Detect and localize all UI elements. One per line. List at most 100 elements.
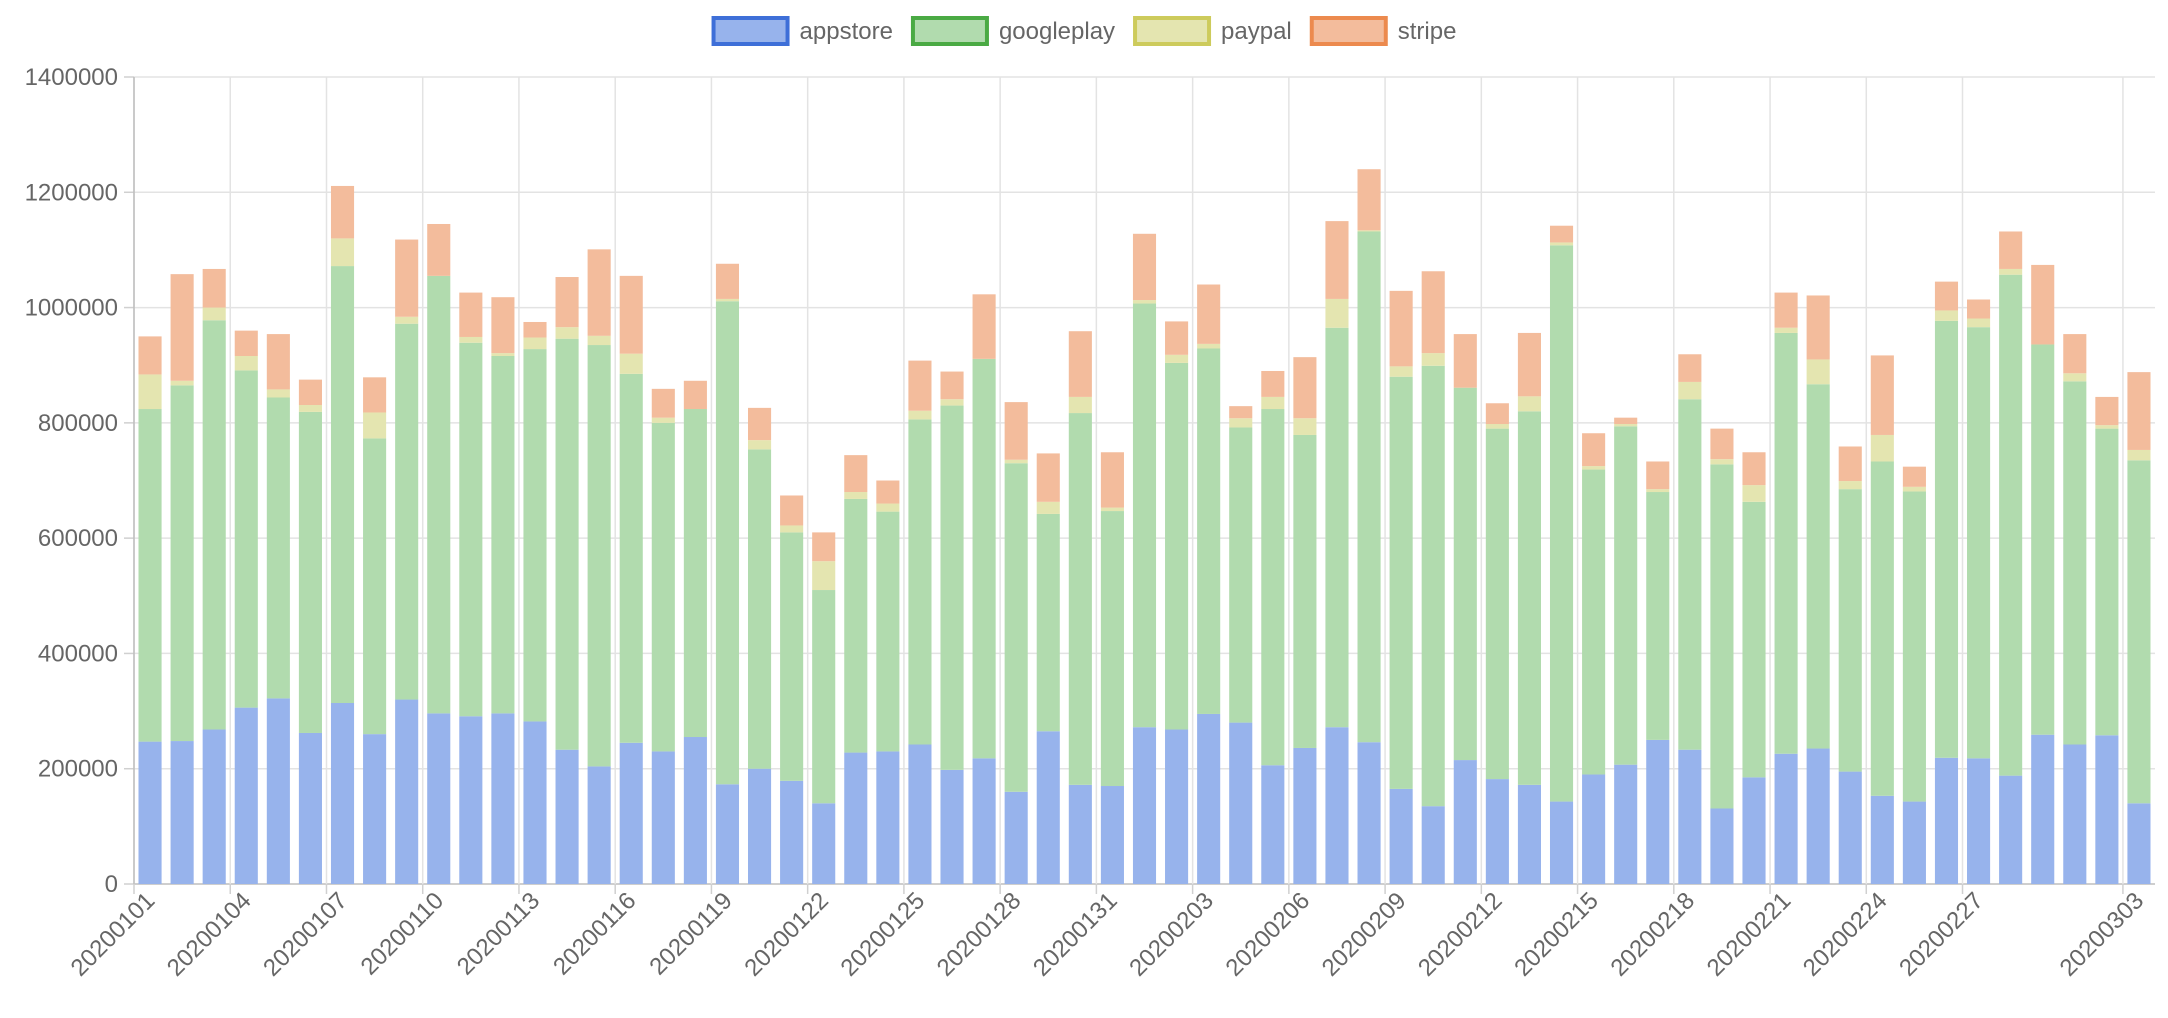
bar-googleplay[interactable] [234,370,258,708]
bar-googleplay[interactable] [298,411,322,733]
bar-googleplay[interactable] [1165,362,1189,730]
bar-googleplay[interactable] [1036,513,1060,732]
bar-appstore[interactable] [1646,739,1670,884]
bar-googleplay[interactable] [972,358,996,759]
bar-appstore[interactable] [844,752,868,884]
bar-googleplay[interactable] [1999,274,2023,776]
bar-appstore[interactable] [298,732,322,884]
bar-appstore[interactable] [715,784,740,884]
bar-googleplay[interactable] [202,320,226,730]
bar-stripe[interactable] [1710,428,1734,460]
bar-stripe[interactable] [908,360,932,411]
bar-appstore[interactable] [2127,803,2151,884]
bar-stripe[interactable] [1678,354,1702,382]
bar-stripe[interactable] [1421,271,1445,354]
bar-stripe[interactable] [1646,461,1670,490]
bar-appstore[interactable] [1678,749,1702,884]
bar-appstore[interactable] [395,699,419,884]
bar-googleplay[interactable] [1710,464,1734,809]
bar-stripe[interactable] [1934,281,1959,311]
bar-googleplay[interactable] [1197,348,1221,714]
bar-appstore[interactable] [1710,808,1734,884]
bar-googleplay[interactable] [1100,511,1124,787]
bar-googleplay[interactable] [1582,469,1606,775]
bar-paypal[interactable] [812,561,836,591]
bar-stripe[interactable] [587,249,611,336]
bar-paypal[interactable] [1036,501,1060,514]
bar-googleplay[interactable] [1870,461,1894,796]
bar-googleplay[interactable] [2127,460,2151,804]
bar-paypal[interactable] [1646,489,1670,493]
bar-paypal[interactable] [1004,459,1028,464]
bar-stripe[interactable] [266,334,290,390]
bar-appstore[interactable] [1261,765,1285,884]
bar-googleplay[interactable] [427,275,451,714]
bar-googleplay[interactable] [1806,384,1830,749]
legend-item-appstore[interactable]: appstore [711,16,893,46]
bar-googleplay[interactable] [876,511,900,752]
bar-googleplay[interactable] [780,532,804,781]
legend-item-stripe[interactable]: stripe [1309,16,1457,46]
bar-googleplay[interactable] [2031,344,2055,735]
bar-stripe[interactable] [1229,406,1253,419]
bar-googleplay[interactable] [1934,320,1959,758]
bar-paypal[interactable] [523,337,547,350]
bar-stripe[interactable] [234,330,258,356]
bar-stripe[interactable] [1517,332,1542,397]
bar-googleplay[interactable] [1132,303,1157,728]
bar-stripe[interactable] [715,263,740,299]
bar-paypal[interactable] [1100,507,1124,512]
bar-paypal[interactable] [395,316,419,324]
bar-googleplay[interactable] [908,419,932,745]
bar-appstore[interactable] [1421,806,1445,884]
bar-stripe[interactable] [2031,264,2055,345]
bar-appstore[interactable] [1517,784,1542,884]
bar-stripe[interactable] [427,223,451,276]
bar-stripe[interactable] [459,292,483,337]
bar-stripe[interactable] [1197,284,1221,344]
bar-stripe[interactable] [1967,299,1991,319]
bar-stripe[interactable] [1742,452,1766,486]
bar-appstore[interactable] [555,749,579,884]
bar-googleplay[interactable] [1004,463,1028,792]
bar-paypal[interactable] [747,440,772,450]
bar-googleplay[interactable] [1678,399,1702,750]
bar-paypal[interactable] [1293,418,1317,435]
bar-appstore[interactable] [587,766,611,884]
bar-googleplay[interactable] [1614,426,1638,765]
bar-paypal[interactable] [1068,396,1092,414]
bar-stripe[interactable] [523,321,547,338]
bar-stripe[interactable] [1614,417,1638,425]
bar-googleplay[interactable] [555,338,579,750]
bar-paypal[interactable] [1261,396,1285,410]
bar-appstore[interactable] [1485,779,1509,884]
bar-stripe[interactable] [1132,233,1157,301]
bar-paypal[interactable] [138,374,162,410]
bar-stripe[interactable] [780,495,804,526]
bar-appstore[interactable] [1934,757,1959,884]
bar-paypal[interactable] [1999,268,2023,275]
bar-googleplay[interactable] [844,498,868,753]
bar-appstore[interactable] [2031,734,2055,884]
bar-googleplay[interactable] [170,385,194,742]
bar-paypal[interactable] [1774,327,1798,333]
bar-stripe[interactable] [298,379,322,405]
bar-paypal[interactable] [2063,373,2087,382]
bar-appstore[interactable] [1036,731,1060,884]
bar-paypal[interactable] [844,492,868,499]
bar-stripe[interactable] [1036,453,1060,502]
bar-appstore[interactable] [202,729,226,884]
bar-stripe[interactable] [491,297,515,354]
bar-stripe[interactable] [170,274,194,381]
bar-paypal[interactable] [459,336,483,343]
bar-stripe[interactable] [1870,355,1894,435]
bar-googleplay[interactable] [2063,381,2087,745]
bar-stripe[interactable] [1068,331,1092,397]
bar-googleplay[interactable] [1389,376,1413,789]
bar-stripe[interactable] [363,377,387,413]
bar-paypal[interactable] [587,335,611,346]
bar-appstore[interactable] [1100,786,1124,884]
bar-appstore[interactable] [1967,758,1991,884]
bar-paypal[interactable] [1325,298,1349,328]
bar-paypal[interactable] [491,353,515,356]
